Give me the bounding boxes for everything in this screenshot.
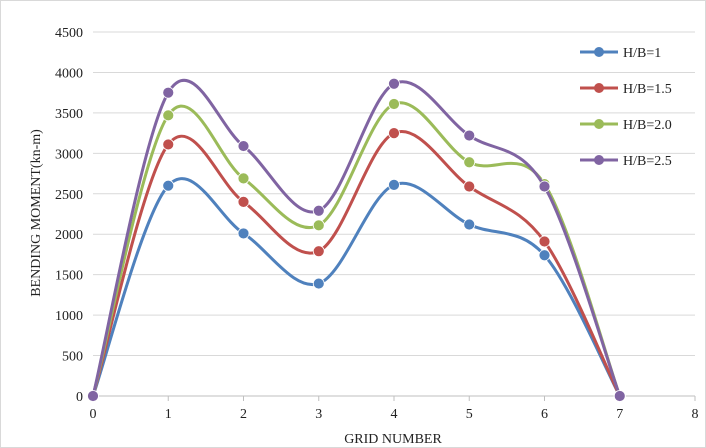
legend-label-2: H/B=1.5 (623, 82, 672, 97)
series-1-point (162, 179, 175, 192)
legend-label-4: H/B=2.5 (623, 154, 672, 169)
y-tick-label: 4000 (55, 66, 83, 81)
y-tick-label: 0 (76, 390, 83, 405)
series-3-point (388, 98, 400, 110)
series-4-point (162, 86, 175, 99)
y-tick-label: 2000 (55, 228, 83, 243)
series-2-point (312, 245, 325, 258)
series-4-point (312, 204, 325, 217)
x-tick-label: 6 (541, 407, 548, 422)
series-group (87, 77, 626, 402)
y-tick-label: 2500 (55, 188, 83, 203)
legend-marker-4 (594, 155, 604, 165)
legend-marker-3 (594, 119, 604, 129)
y-tick-label: 500 (62, 350, 83, 365)
y-tick-label: 3500 (55, 107, 83, 122)
series-1-point (312, 277, 325, 290)
x-tick-label: 8 (692, 407, 699, 422)
x-tick-label: 1 (165, 407, 172, 422)
series-4-point (613, 390, 626, 402)
legend: H/B=1 H/B=1.5 H/B=2.0 H/B=2.5 (580, 46, 672, 169)
legend-label-3: H/B=2.0 (623, 118, 672, 133)
series-1-point (538, 249, 551, 262)
y-tick-label: 4500 (55, 26, 83, 41)
series-2-point (463, 180, 476, 193)
axes: 0 500 1000 1500 2000 2500 3000 3500 4000 4500 0 1 2 3… (55, 26, 699, 422)
series-2-point (538, 235, 551, 248)
series-1-point (237, 227, 250, 240)
y-tick-label: 1500 (55, 269, 83, 284)
series-4-point (538, 180, 551, 193)
x-axis-title: GRID NUMBER (344, 432, 442, 447)
series-2-point (237, 195, 250, 208)
y-tick-label: 1000 (55, 309, 83, 324)
series-4-point (388, 77, 400, 90)
series-3-point (312, 219, 325, 232)
series-2-point (162, 138, 175, 151)
series-3-point (162, 109, 175, 122)
legend-label-1: H/B=1 (623, 46, 661, 61)
x-tick-label: 3 (315, 407, 322, 422)
series-4-point (87, 390, 99, 402)
legend-marker-2 (594, 83, 604, 93)
y-tick-label: 3000 (55, 147, 83, 162)
series-4-point (463, 129, 476, 142)
x-tick-label: 2 (240, 407, 247, 422)
x-tick-label: 4 (391, 407, 398, 422)
series-4-point (237, 140, 250, 152)
series-3-point (237, 172, 250, 185)
x-tick-label: 0 (90, 407, 97, 422)
legend-marker-1 (594, 47, 604, 57)
series-2-point (388, 127, 400, 140)
x-tick-label: 5 (466, 407, 473, 422)
series-3-point (463, 156, 476, 169)
series-1-point (463, 218, 476, 231)
y-axis-title: BENDING MOMENT(kn-m) (29, 129, 44, 297)
x-tick-label: 7 (616, 407, 623, 422)
series-1-point (388, 178, 400, 191)
